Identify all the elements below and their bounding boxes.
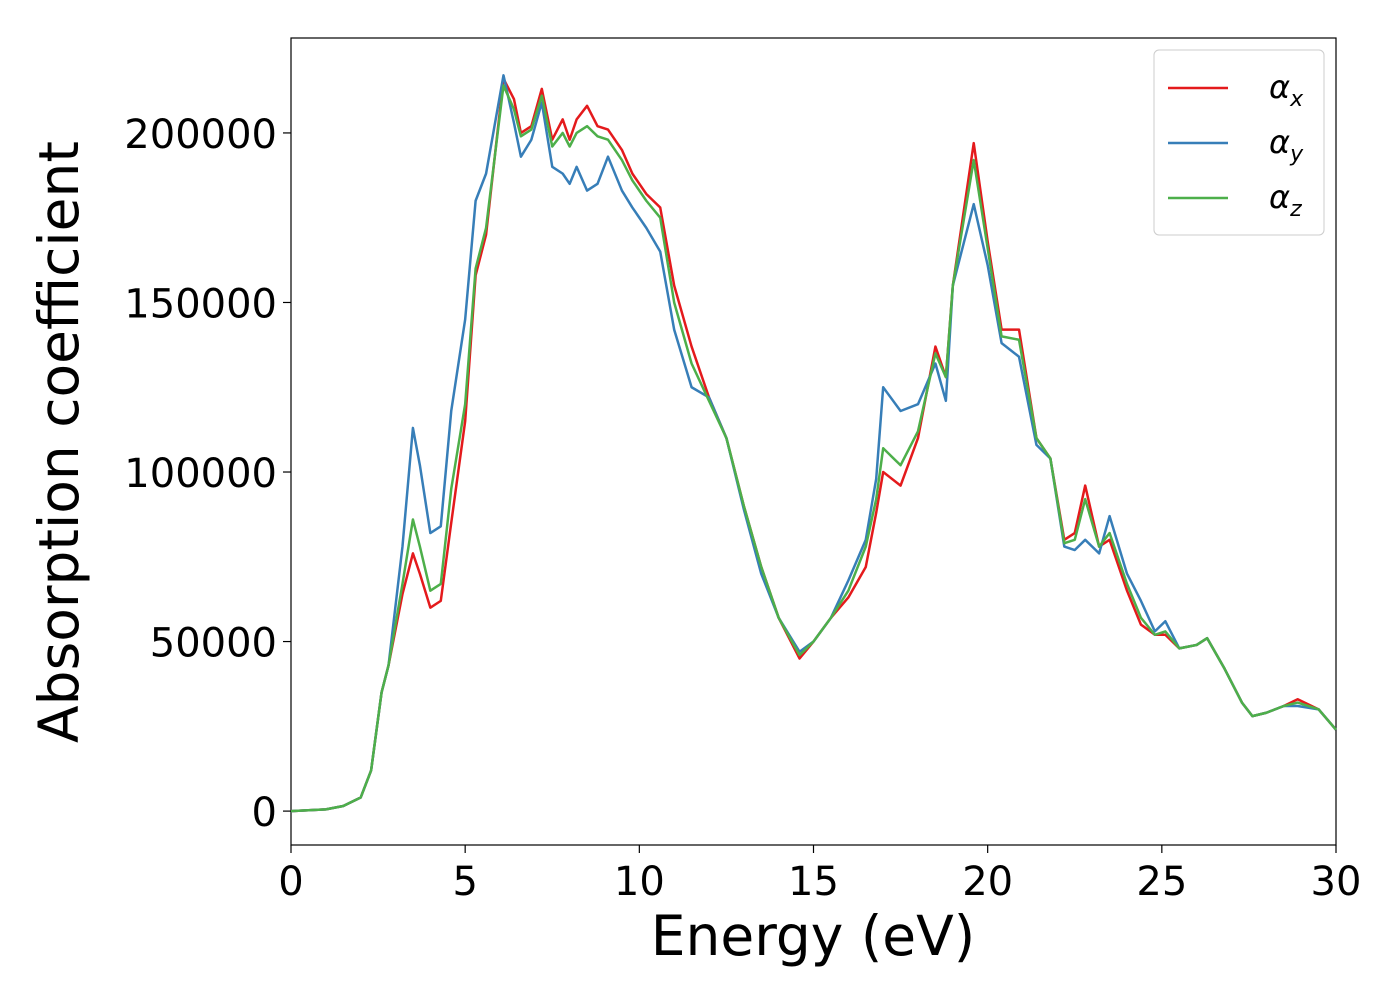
x-tick-label: 15 bbox=[788, 859, 839, 905]
x-tick-label: 25 bbox=[1136, 859, 1187, 905]
x-tick-label: 20 bbox=[962, 859, 1013, 905]
x-tick-label: 0 bbox=[278, 859, 303, 905]
x-tick-label: 10 bbox=[614, 859, 665, 905]
y-axis-label: Absorption coefficient bbox=[27, 141, 91, 743]
y-tick-label: 0 bbox=[252, 790, 277, 836]
legend-box bbox=[1153, 49, 1325, 236]
y-tick-label: 50000 bbox=[150, 621, 277, 667]
legend-label: αy bbox=[1269, 123, 1304, 167]
legend-label: αx bbox=[1269, 68, 1304, 112]
x-axis-label: Energy (eV) bbox=[651, 904, 975, 968]
x-tick-label: 30 bbox=[1311, 859, 1362, 905]
y-tick-label: 150000 bbox=[124, 281, 277, 327]
y-tick-label: 100000 bbox=[124, 451, 277, 497]
y-tick-label: 200000 bbox=[124, 112, 277, 158]
x-tick-label: 5 bbox=[452, 859, 477, 905]
series-line bbox=[290, 84, 1337, 813]
legend-label: αz bbox=[1269, 178, 1302, 222]
